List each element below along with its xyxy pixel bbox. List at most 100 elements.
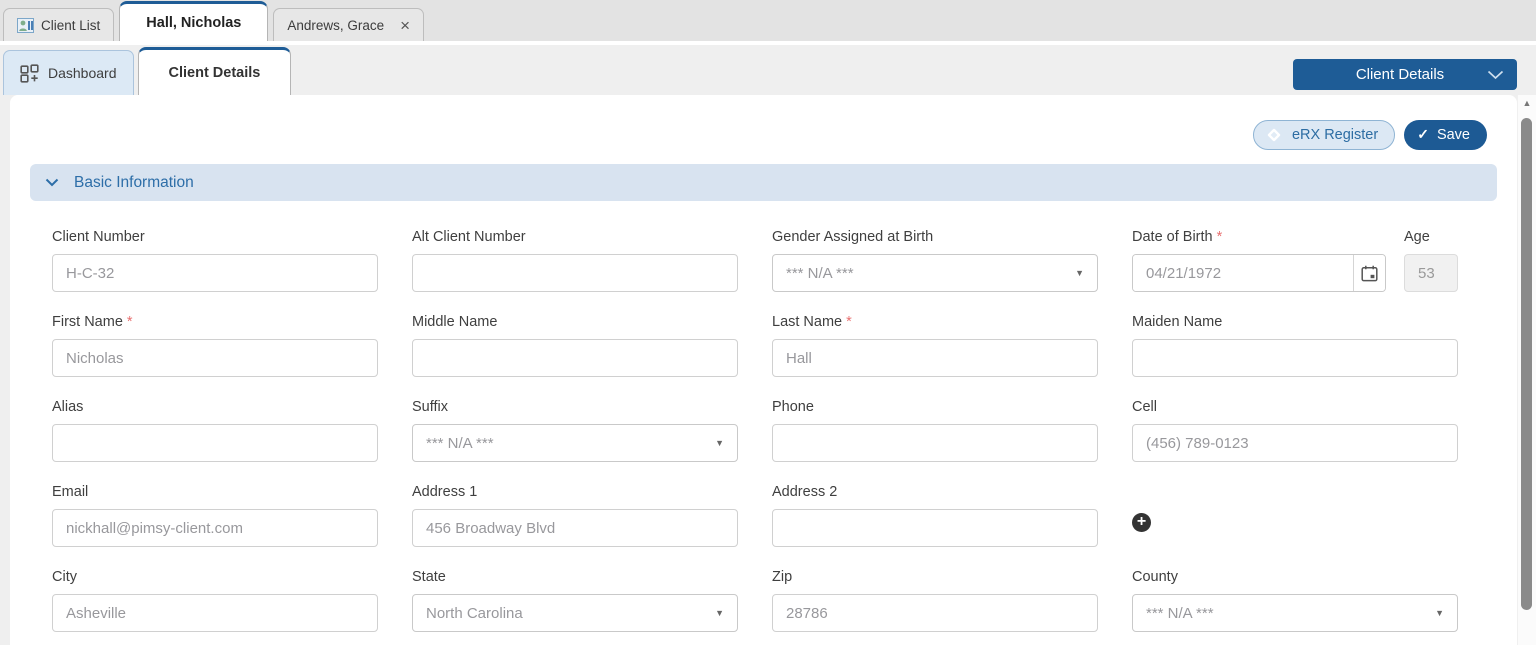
tab-client-details[interactable]: Client Details — [137, 47, 292, 95]
alias-input[interactable] — [52, 424, 378, 462]
address1-label: Address 1 — [412, 484, 478, 500]
field-state: State North Carolina ▼ — [412, 569, 738, 632]
close-icon[interactable]: × — [400, 15, 411, 35]
address1-input[interactable] — [412, 509, 738, 547]
field-dob-age-group: Date of Birth * — [1132, 229, 1458, 292]
last-name-label: Last Name * — [772, 314, 852, 330]
suffix-select[interactable]: *** N/A *** ▼ — [412, 424, 738, 462]
field-suffix: Suffix *** N/A *** ▼ — [412, 399, 738, 462]
actions-row: eRX Register ✓ Save — [10, 95, 1517, 150]
alt-client-number-input[interactable] — [412, 254, 738, 292]
dob-label: Date of Birth * — [1132, 229, 1223, 245]
first-name-input[interactable] — [52, 339, 378, 377]
city-label: City — [52, 569, 77, 585]
gender-select-value: *** N/A *** — [786, 264, 854, 282]
gender-select[interactable]: *** N/A *** ▼ — [772, 254, 1098, 292]
chevron-down-icon: ▼ — [1075, 268, 1084, 278]
basic-information-section-header[interactable]: Basic Information — [30, 164, 1497, 201]
field-add-address: + — [1132, 484, 1458, 547]
field-last-name: Last Name * — [772, 314, 1098, 377]
field-city: City — [52, 569, 378, 632]
phone-input[interactable] — [772, 424, 1098, 462]
client-details-panel: eRX Register ✓ Save Basic Information Cl… — [10, 95, 1517, 645]
email-label: Email — [52, 484, 89, 500]
last-name-input[interactable] — [772, 339, 1098, 377]
tab-dashboard[interactable]: Dashboard — [3, 50, 134, 95]
tab-label: Andrews, Grace — [287, 17, 385, 33]
scrollbar-thumb[interactable] — [1521, 118, 1532, 610]
tab-andrews-grace[interactable]: Andrews, Grace × — [273, 8, 425, 41]
maiden-name-label: Maiden Name — [1132, 314, 1223, 330]
dashboard-icon — [20, 63, 39, 83]
erx-register-button[interactable]: eRX Register — [1252, 119, 1396, 150]
email-input[interactable] — [52, 509, 378, 547]
address2-input[interactable] — [772, 509, 1098, 547]
client-tab-bar: Client List Hall, Nicholas Andrews, Grac… — [0, 0, 1536, 41]
calendar-icon[interactable] — [1353, 255, 1385, 291]
client-number-input[interactable] — [52, 254, 378, 292]
tab-label: Dashboard — [48, 65, 117, 81]
tab-client-list[interactable]: Client List — [3, 8, 115, 41]
alias-label: Alias — [52, 399, 84, 415]
middle-name-input[interactable] — [412, 339, 738, 377]
save-label: Save — [1436, 126, 1470, 143]
vertical-scrollbar[interactable]: ▲ — [1517, 95, 1536, 645]
age-label: Age — [1404, 229, 1430, 245]
basic-information-form: Client Number Alt Client Number Gender A… — [10, 201, 1517, 642]
chevron-down-icon — [45, 178, 59, 187]
middle-name-label: Middle Name — [412, 314, 498, 330]
field-client-number: Client Number — [52, 229, 378, 292]
add-icon[interactable]: + — [1132, 513, 1151, 532]
scroll-up-icon[interactable]: ▲ — [1522, 98, 1532, 108]
suffix-label: Suffix — [412, 399, 449, 415]
city-input[interactable] — [52, 594, 378, 632]
field-first-name: First Name * — [52, 314, 378, 377]
nav-tab-bar: Dashboard Client Details Client Details — [0, 41, 1536, 95]
dob-input[interactable] — [1133, 255, 1353, 291]
field-middle-name: Middle Name — [412, 314, 738, 377]
gender-label: Gender Assigned at Birth — [772, 229, 934, 245]
section-title: Basic Information — [74, 173, 194, 191]
county-select-value: *** N/A *** — [1146, 604, 1214, 622]
phone-label: Phone — [772, 399, 814, 415]
field-county: County *** N/A *** ▼ — [1132, 569, 1458, 632]
field-zip: Zip — [772, 569, 1098, 632]
field-maiden-name: Maiden Name — [1132, 314, 1458, 377]
required-marker: * — [126, 314, 133, 330]
field-alt-client-number: Alt Client Number — [412, 229, 738, 292]
zip-input[interactable] — [772, 594, 1098, 632]
field-email: Email — [52, 484, 378, 547]
zip-label: Zip — [772, 569, 793, 585]
required-marker: * — [1216, 229, 1223, 245]
tab-label: Hall, Nicholas — [146, 14, 242, 31]
content-area: eRX Register ✓ Save Basic Information Cl… — [0, 95, 1536, 645]
chevron-down-icon — [1473, 70, 1517, 80]
dob-datefield — [1132, 254, 1386, 292]
maiden-name-input[interactable] — [1132, 339, 1458, 377]
state-select[interactable]: North Carolina ▼ — [412, 594, 738, 632]
erx-diamond-icon — [1264, 125, 1284, 145]
client-number-label: Client Number — [52, 229, 145, 245]
chevron-down-icon: ▼ — [1435, 608, 1444, 618]
first-name-label: First Name * — [52, 314, 133, 330]
cell-input[interactable] — [1132, 424, 1458, 462]
client-details-dropdown-button[interactable]: Client Details — [1293, 59, 1517, 90]
field-address2: Address 2 — [772, 484, 1098, 547]
cell-label: Cell — [1132, 399, 1157, 415]
field-date-of-birth: Date of Birth * — [1132, 229, 1386, 292]
erx-label: eRX Register — [1291, 126, 1379, 143]
save-button[interactable]: ✓ Save — [1404, 119, 1487, 150]
field-alias: Alias — [52, 399, 378, 462]
suffix-select-value: *** N/A *** — [426, 434, 494, 452]
county-label: County — [1132, 569, 1178, 585]
dropdown-label: Client Details — [1355, 66, 1445, 83]
field-address1: Address 1 — [412, 484, 738, 547]
county-select[interactable]: *** N/A *** ▼ — [1132, 594, 1458, 632]
check-icon: ✓ — [1417, 126, 1429, 142]
tab-hall-nicholas[interactable]: Hall, Nicholas — [119, 1, 269, 41]
state-label: State — [412, 569, 446, 585]
state-select-value: North Carolina — [426, 604, 523, 622]
chevron-down-icon: ▼ — [715, 608, 724, 618]
address2-label: Address 2 — [772, 484, 838, 500]
field-phone: Phone — [772, 399, 1098, 462]
